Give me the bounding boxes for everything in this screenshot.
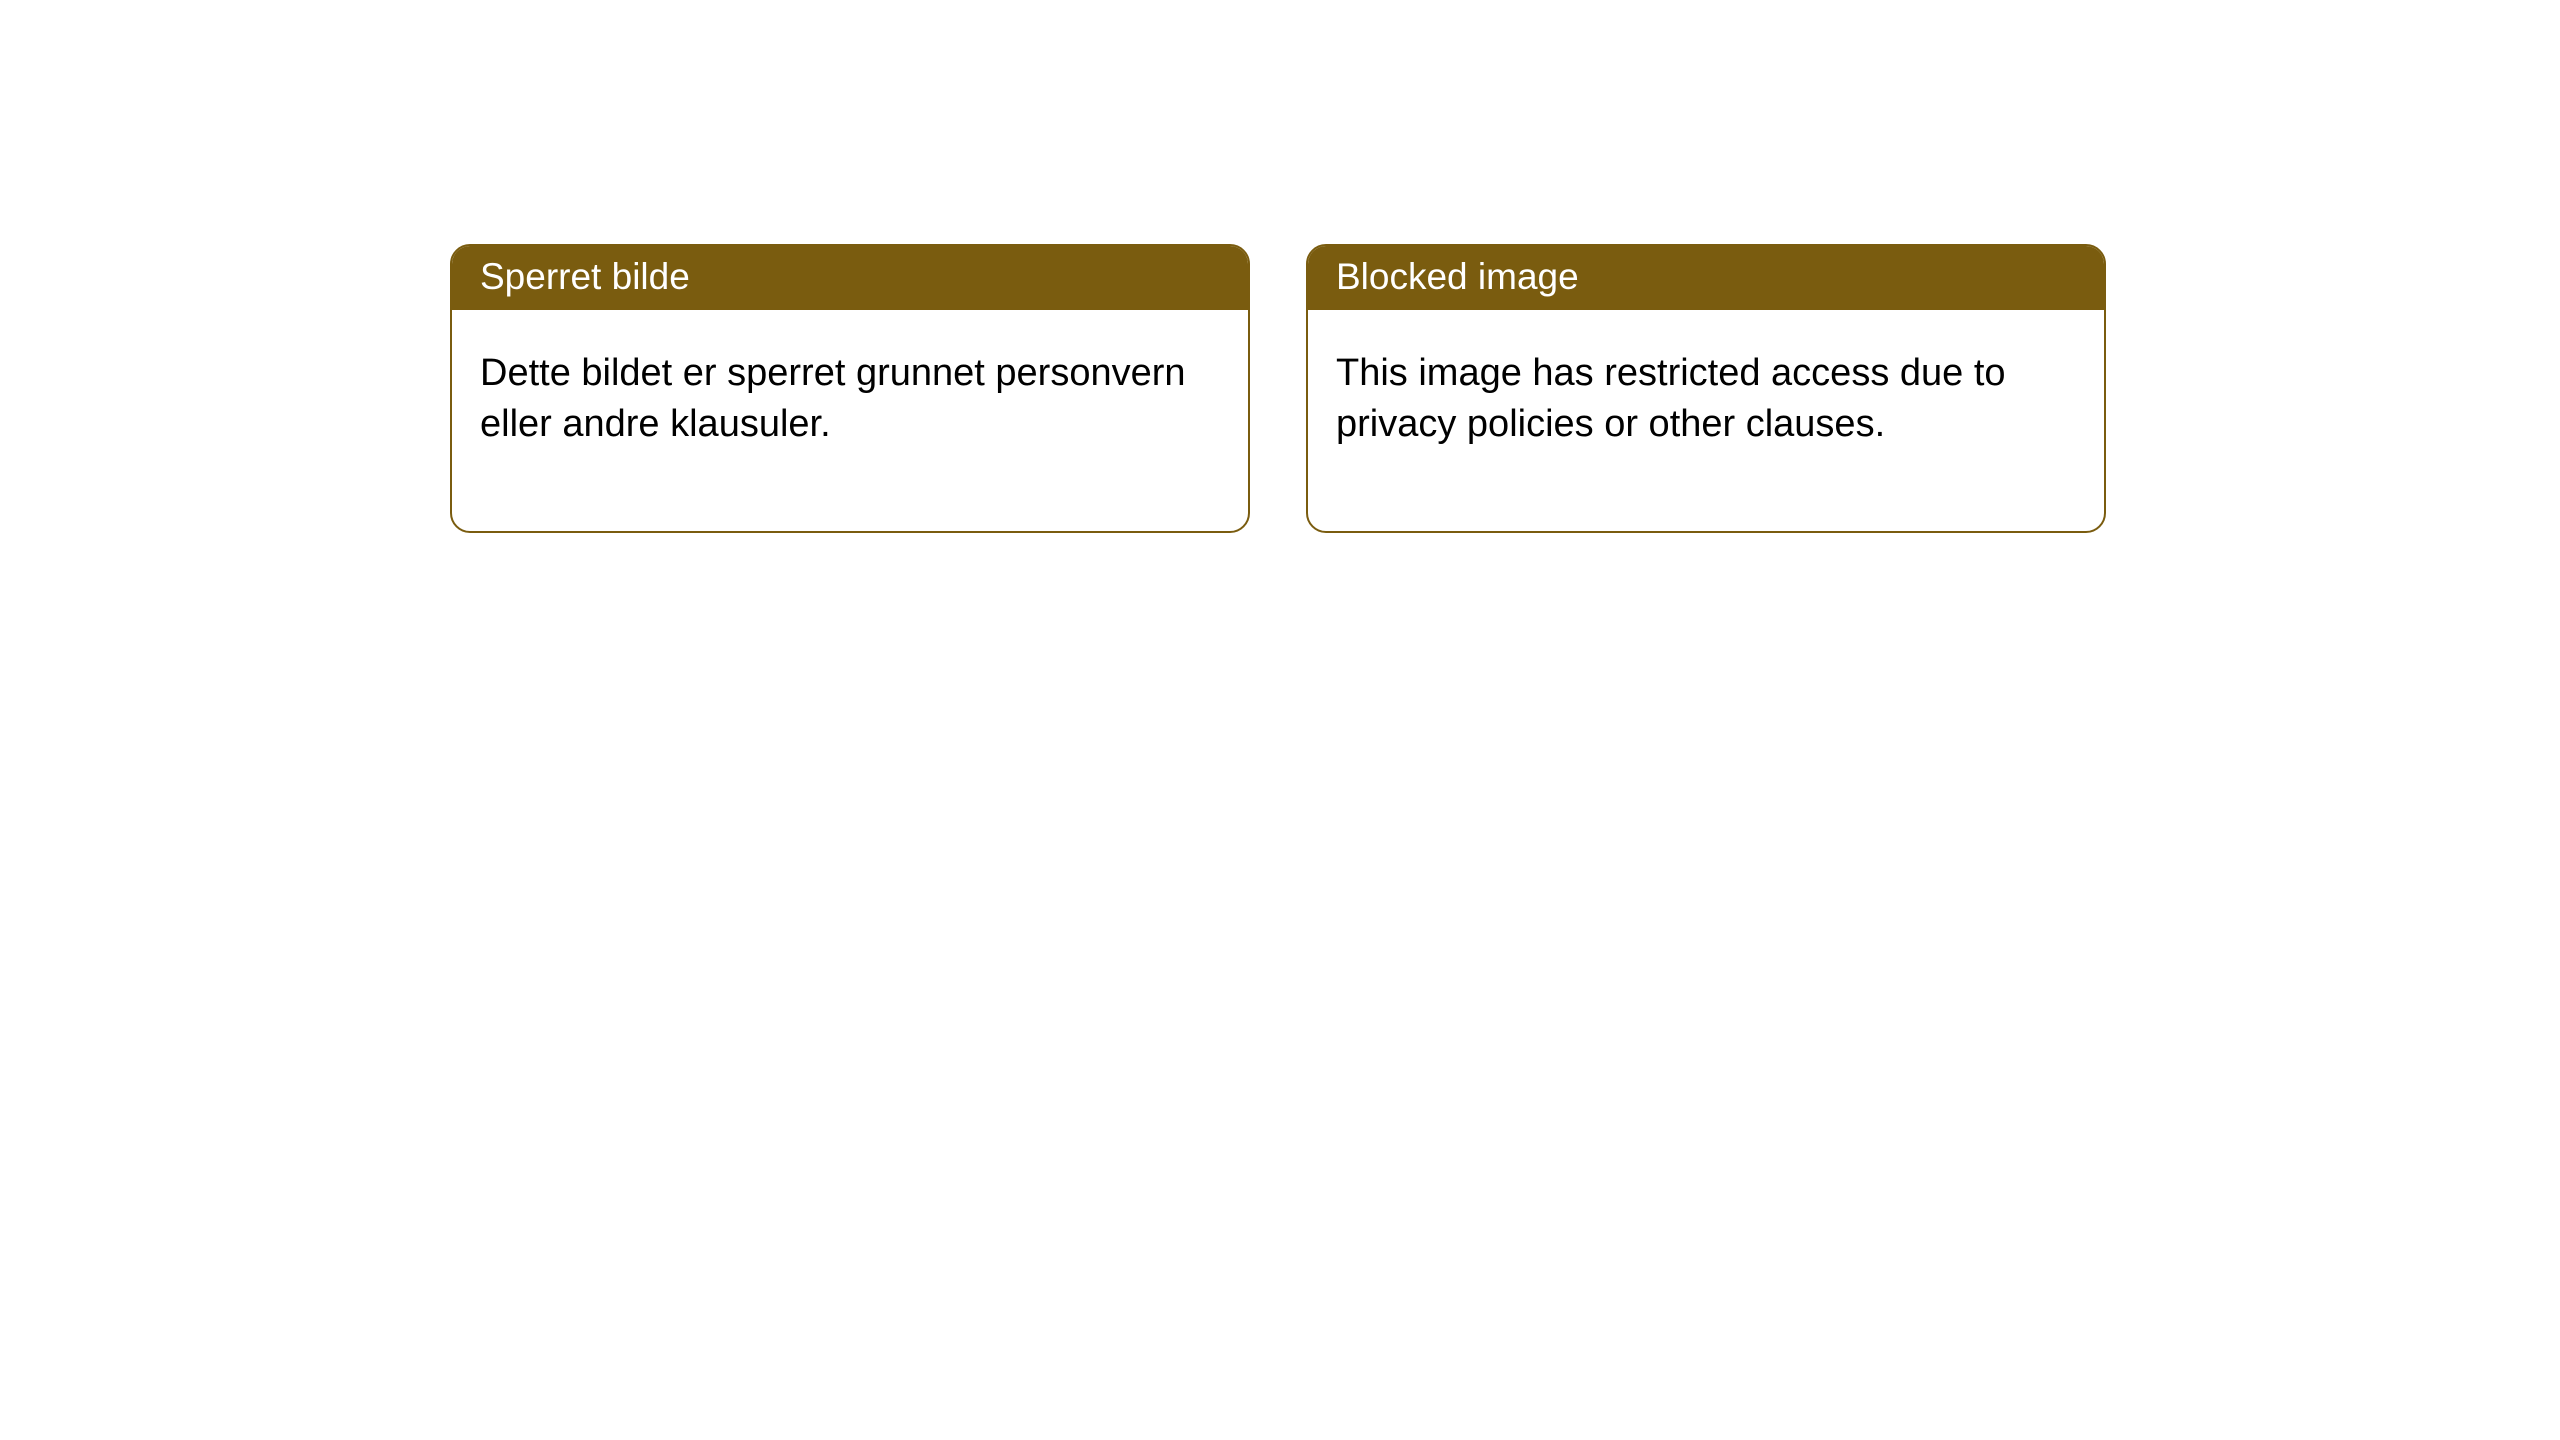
card-header: Blocked image (1308, 246, 2104, 310)
blocked-image-card-no: Sperret bilde Dette bildet er sperret gr… (450, 244, 1250, 533)
card-title: Blocked image (1336, 256, 1579, 297)
notice-cards-container: Sperret bilde Dette bildet er sperret gr… (0, 0, 2560, 533)
blocked-image-card-en: Blocked image This image has restricted … (1306, 244, 2106, 533)
card-header: Sperret bilde (452, 246, 1248, 310)
card-body: This image has restricted access due to … (1308, 310, 2104, 531)
card-body-text: Dette bildet er sperret grunnet personve… (480, 352, 1186, 445)
card-title: Sperret bilde (480, 256, 690, 297)
card-body-text: This image has restricted access due to … (1336, 352, 2006, 445)
card-body: Dette bildet er sperret grunnet personve… (452, 310, 1248, 531)
